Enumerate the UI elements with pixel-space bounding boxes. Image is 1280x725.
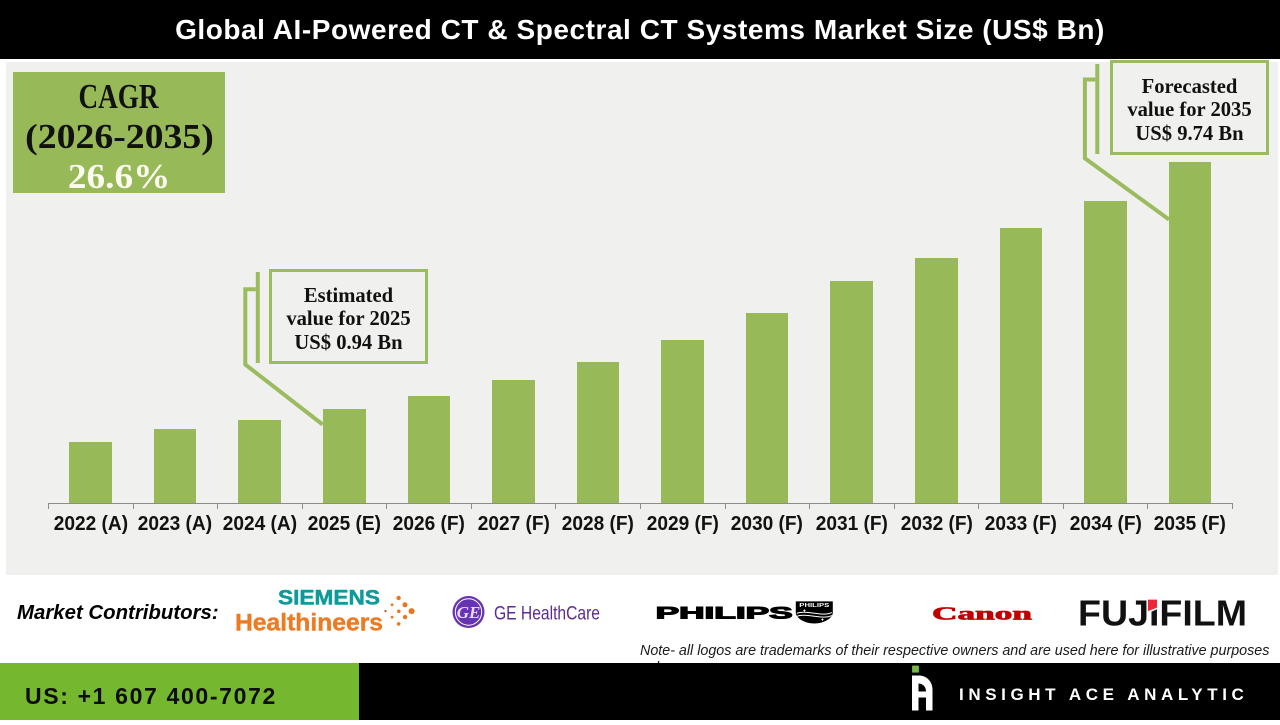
svg-text:PHILIPS: PHILIPS: [799, 603, 830, 609]
svg-text:GE: GE: [457, 603, 481, 622]
svg-text:GE HealthCare: GE HealthCare: [494, 603, 600, 624]
svg-text:PHILIPS: PHILIPS: [656, 604, 793, 623]
svg-text:Healthineers: Healthineers: [235, 610, 383, 637]
svg-text:Canon: Canon: [932, 604, 1032, 624]
svg-text:FUJIFILM: FUJIFILM: [1078, 593, 1247, 634]
svg-text:SIEMENS: SIEMENS: [278, 587, 380, 610]
